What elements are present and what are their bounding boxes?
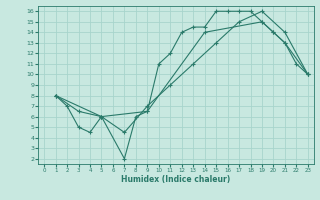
- X-axis label: Humidex (Indice chaleur): Humidex (Indice chaleur): [121, 175, 231, 184]
